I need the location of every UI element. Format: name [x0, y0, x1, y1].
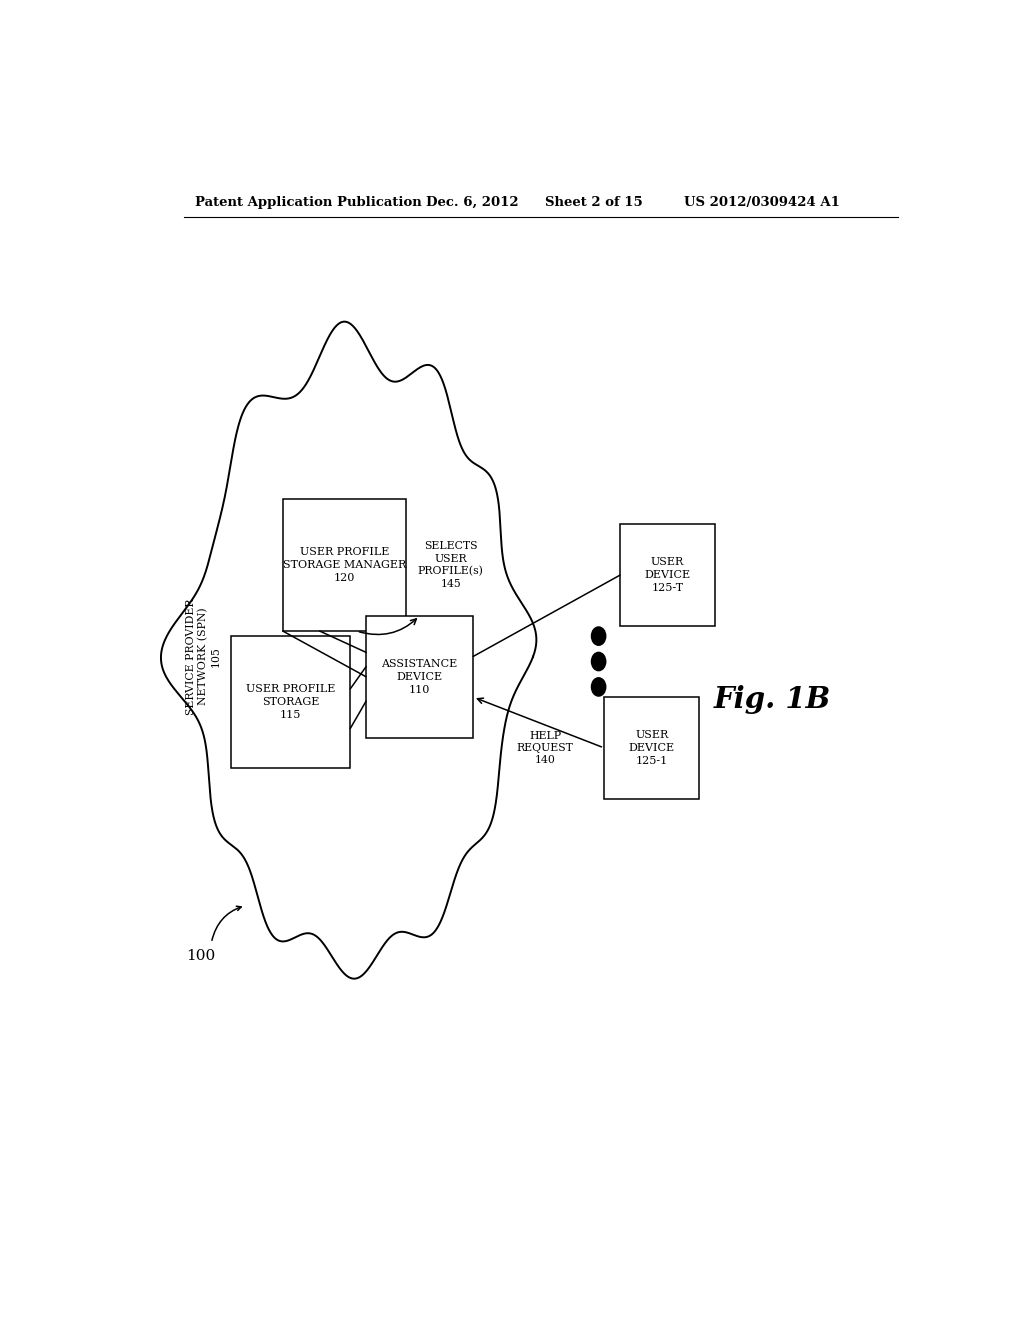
FancyBboxPatch shape [604, 697, 699, 799]
Text: HELP
REQUEST
140: HELP REQUEST 140 [517, 730, 573, 766]
Text: 100: 100 [186, 949, 216, 964]
Text: USER
DEVICE
125-T: USER DEVICE 125-T [644, 557, 691, 593]
Text: SERVICE PROVIDER
NETWORK (SPN)
105: SERVICE PROVIDER NETWORK (SPN) 105 [185, 598, 221, 714]
Text: US 2012/0309424 A1: US 2012/0309424 A1 [684, 195, 840, 209]
FancyBboxPatch shape [283, 499, 406, 631]
FancyBboxPatch shape [620, 524, 715, 626]
FancyBboxPatch shape [231, 636, 350, 768]
Text: Dec. 6, 2012: Dec. 6, 2012 [426, 195, 518, 209]
Text: ASSISTANCE
DEVICE
110: ASSISTANCE DEVICE 110 [382, 659, 458, 694]
Text: USER PROFILE
STORAGE
115: USER PROFILE STORAGE 115 [246, 684, 336, 719]
Text: Sheet 2 of 15: Sheet 2 of 15 [545, 195, 642, 209]
Circle shape [592, 627, 606, 645]
Text: SELECTS
USER
PROFILE(s)
145: SELECTS USER PROFILE(s) 145 [418, 541, 483, 589]
Text: USER
DEVICE
125-1: USER DEVICE 125-1 [629, 730, 675, 766]
Circle shape [592, 652, 606, 671]
FancyBboxPatch shape [367, 615, 473, 738]
Text: Fig. 1B: Fig. 1B [714, 685, 830, 714]
Text: Patent Application Publication: Patent Application Publication [196, 195, 422, 209]
Circle shape [592, 677, 606, 696]
Text: USER PROFILE
STORAGE MANAGER
120: USER PROFILE STORAGE MANAGER 120 [283, 548, 406, 582]
